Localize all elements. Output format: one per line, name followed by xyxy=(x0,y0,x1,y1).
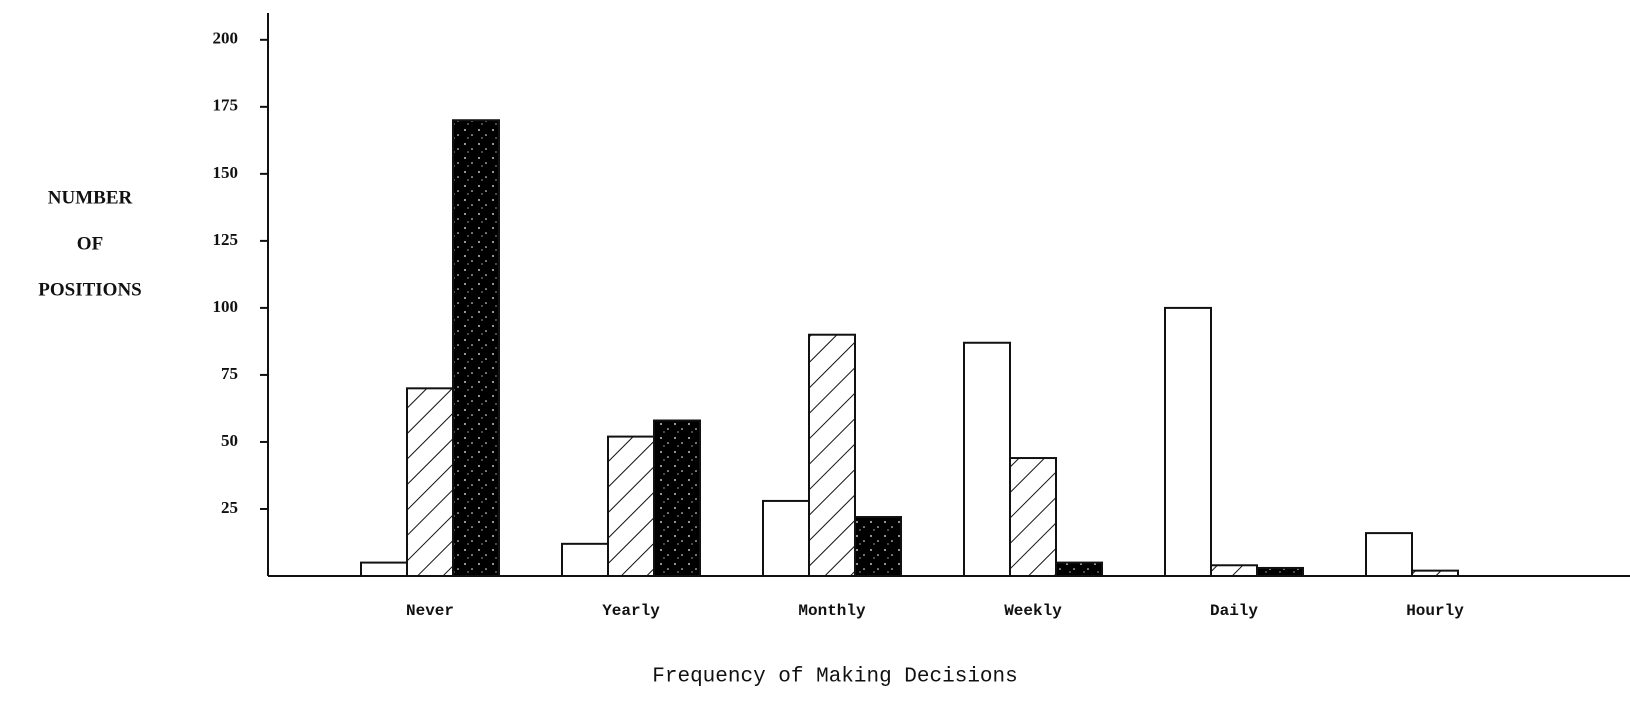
y-tick-label: 125 xyxy=(213,230,239,249)
bar xyxy=(1164,306,1212,577)
bar xyxy=(1055,561,1103,577)
bar xyxy=(406,387,454,578)
bar xyxy=(1365,532,1413,577)
bar xyxy=(653,419,701,577)
bar xyxy=(561,542,609,577)
bar xyxy=(854,516,902,577)
bar xyxy=(762,499,810,577)
x-tick-label: Hourly xyxy=(1406,602,1464,620)
y-tick-label: 50 xyxy=(221,431,238,450)
y-axis-label: POSITIONS xyxy=(38,279,141,300)
y-tick-label: 75 xyxy=(221,364,238,383)
y-tick-label: 175 xyxy=(213,96,239,115)
y-tick-label: 25 xyxy=(221,498,238,517)
x-tick-label: Weekly xyxy=(1004,602,1062,620)
y-tick-label: 200 xyxy=(213,29,239,48)
y-tick-label: 100 xyxy=(213,297,239,316)
x-tick-label: Daily xyxy=(1210,602,1258,620)
bar xyxy=(1256,566,1304,578)
y-axis-label: OF xyxy=(77,233,103,254)
y-tick-label: 150 xyxy=(213,163,239,182)
x-tick-label: Never xyxy=(406,602,454,620)
bar xyxy=(1009,457,1057,577)
bar xyxy=(1210,564,1258,577)
x-tick-label: Monthly xyxy=(798,602,866,620)
bar xyxy=(452,119,500,577)
bar xyxy=(808,333,856,578)
x-tick-label: Yearly xyxy=(602,602,660,620)
bar xyxy=(963,341,1011,577)
y-axis-label: NUMBER xyxy=(48,187,133,208)
bar xyxy=(1411,569,1459,578)
x-axis-label: Frequency of Making Decisions xyxy=(652,666,1017,689)
bar xyxy=(607,435,655,578)
bar xyxy=(360,561,408,577)
